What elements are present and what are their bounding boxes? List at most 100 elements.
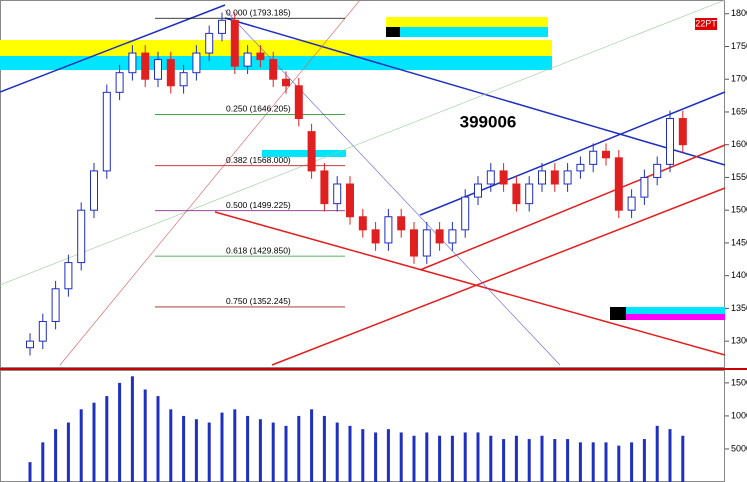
y-tick-label: 1650 bbox=[731, 106, 747, 116]
trendline bbox=[271, 187, 726, 366]
candle-body bbox=[422, 229, 431, 257]
band bbox=[386, 17, 548, 27]
trendline bbox=[419, 91, 726, 216]
fib-label: 0.618 (1429.850) bbox=[226, 245, 291, 255]
candle-body bbox=[410, 229, 418, 257]
y-tick-label: 15000 bbox=[731, 377, 747, 387]
y-tick-label: 10000 bbox=[731, 410, 747, 420]
candle-body bbox=[550, 170, 559, 185]
trendline bbox=[59, 0, 361, 366]
candle-body bbox=[563, 170, 572, 185]
volume-bar bbox=[489, 435, 493, 482]
volume-bar bbox=[578, 442, 582, 482]
volume-bar bbox=[425, 432, 429, 482]
volume-bar bbox=[182, 415, 186, 482]
badge-box bbox=[695, 18, 717, 30]
trendline bbox=[224, 9, 561, 366]
volume-bar bbox=[463, 432, 467, 482]
candle-body bbox=[141, 52, 150, 80]
candle-body bbox=[192, 52, 201, 74]
band bbox=[386, 27, 548, 37]
candle-body bbox=[358, 216, 367, 231]
volume-bar bbox=[476, 432, 480, 482]
fib-label: 0.000 (1793.185) bbox=[226, 7, 291, 17]
volume-bar bbox=[169, 409, 173, 482]
y-tick-label: 1350 bbox=[731, 303, 747, 313]
candle-body bbox=[102, 91, 111, 172]
trendline bbox=[419, 144, 726, 271]
volume-bar bbox=[591, 442, 595, 482]
volume-bar bbox=[630, 442, 634, 482]
candle-body bbox=[435, 229, 444, 244]
trendline bbox=[214, 211, 726, 356]
volume-bar bbox=[28, 462, 32, 482]
volume-bar bbox=[438, 435, 442, 482]
volume-bar bbox=[566, 439, 570, 482]
volume-bar bbox=[297, 415, 301, 482]
candle-body bbox=[333, 183, 342, 205]
volume-bar bbox=[79, 409, 83, 482]
volume-bar bbox=[130, 376, 134, 482]
candle-body bbox=[640, 176, 649, 198]
volume-bar bbox=[233, 409, 237, 482]
volume-bar bbox=[450, 435, 454, 482]
volume-bar bbox=[220, 412, 224, 482]
band bbox=[0, 40, 552, 56]
candle-body bbox=[294, 85, 303, 120]
volume-bar bbox=[668, 429, 672, 482]
candle-body bbox=[282, 78, 290, 87]
volume-bar bbox=[284, 425, 288, 482]
volume-bar bbox=[553, 439, 557, 482]
y-tick-label: 1550 bbox=[731, 172, 747, 182]
fib-label: 0.382 (1568.000) bbox=[226, 155, 291, 165]
fib-label: 0.500 (1499.225) bbox=[226, 200, 291, 210]
y-tick-label: 1500 bbox=[731, 205, 747, 215]
candle-body bbox=[576, 163, 585, 172]
y-tick-label: 1700 bbox=[731, 74, 747, 84]
trendline bbox=[0, 0, 726, 286]
fib-label: 0.250 (1646.205) bbox=[226, 104, 291, 114]
band bbox=[262, 150, 346, 157]
candle-body bbox=[486, 170, 495, 185]
candle-body bbox=[384, 216, 393, 244]
y-tick-label: 1400 bbox=[731, 270, 747, 280]
candle-body bbox=[614, 157, 623, 211]
y-tick-label: 1300 bbox=[731, 336, 747, 346]
volume-bar bbox=[54, 429, 58, 482]
candle-body bbox=[474, 183, 482, 198]
candle-body bbox=[320, 170, 329, 205]
candle-body bbox=[627, 196, 636, 211]
y-tick-label: 1600 bbox=[731, 139, 747, 149]
candle-body bbox=[307, 131, 316, 172]
volume-bar bbox=[642, 439, 646, 482]
volume-bar bbox=[540, 435, 544, 482]
candle-body bbox=[678, 118, 687, 146]
volume-bar bbox=[66, 422, 70, 482]
candle-body bbox=[461, 196, 470, 231]
candle-body bbox=[538, 170, 546, 185]
band bbox=[610, 307, 725, 314]
volume-bar bbox=[271, 422, 275, 482]
y-tick-label: 5000 bbox=[731, 443, 747, 453]
candle-body bbox=[346, 183, 354, 218]
band bbox=[386, 27, 400, 37]
volume-bar bbox=[502, 439, 506, 482]
volume-bar bbox=[604, 442, 608, 482]
volume-bar bbox=[143, 389, 147, 482]
volume-bar bbox=[246, 415, 250, 482]
candle-body bbox=[230, 19, 239, 67]
volume-bar bbox=[41, 442, 45, 482]
volume-bar bbox=[194, 419, 198, 482]
candle-body bbox=[589, 150, 598, 165]
candle-body bbox=[64, 262, 73, 290]
candle-body bbox=[602, 150, 610, 159]
candle-body bbox=[115, 72, 124, 93]
candle-body bbox=[90, 170, 98, 211]
fib-label: 0.750 (1352.245) bbox=[226, 296, 291, 306]
candle-body bbox=[448, 229, 457, 244]
volume-bar bbox=[374, 432, 378, 482]
volume-bar bbox=[258, 419, 262, 482]
candle-body bbox=[256, 52, 265, 61]
price-panel bbox=[0, 0, 725, 368]
